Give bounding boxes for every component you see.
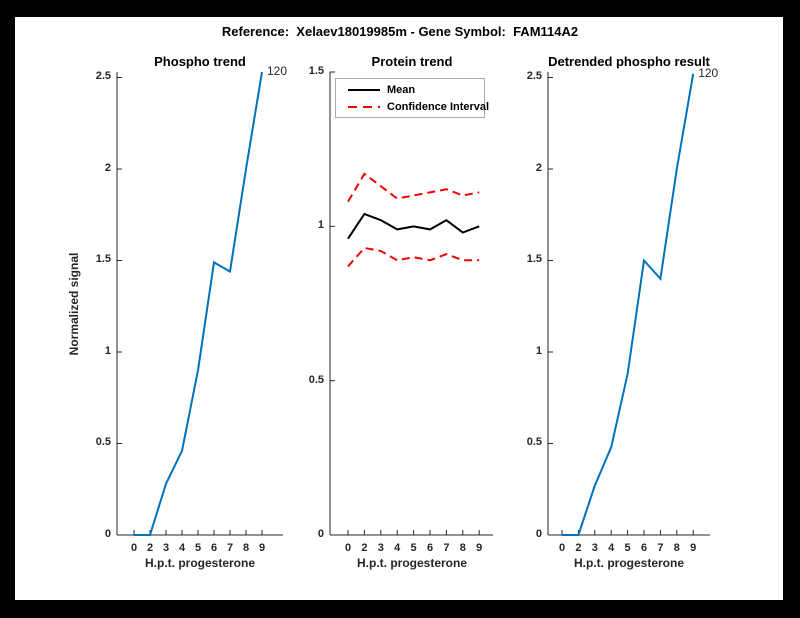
legend-item-mean: Mean: [348, 83, 484, 97]
mean-line-sample: [348, 83, 380, 97]
legend-item-confidence-interval: Confidence Interval: [348, 100, 489, 114]
legend-label-confidence-interval: Confidence Interval: [387, 100, 490, 113]
legend: Mean Confidence Interval: [335, 78, 489, 118]
confidence-interval-line-sample: [348, 100, 380, 114]
legend-label-mean: Mean: [387, 83, 416, 96]
